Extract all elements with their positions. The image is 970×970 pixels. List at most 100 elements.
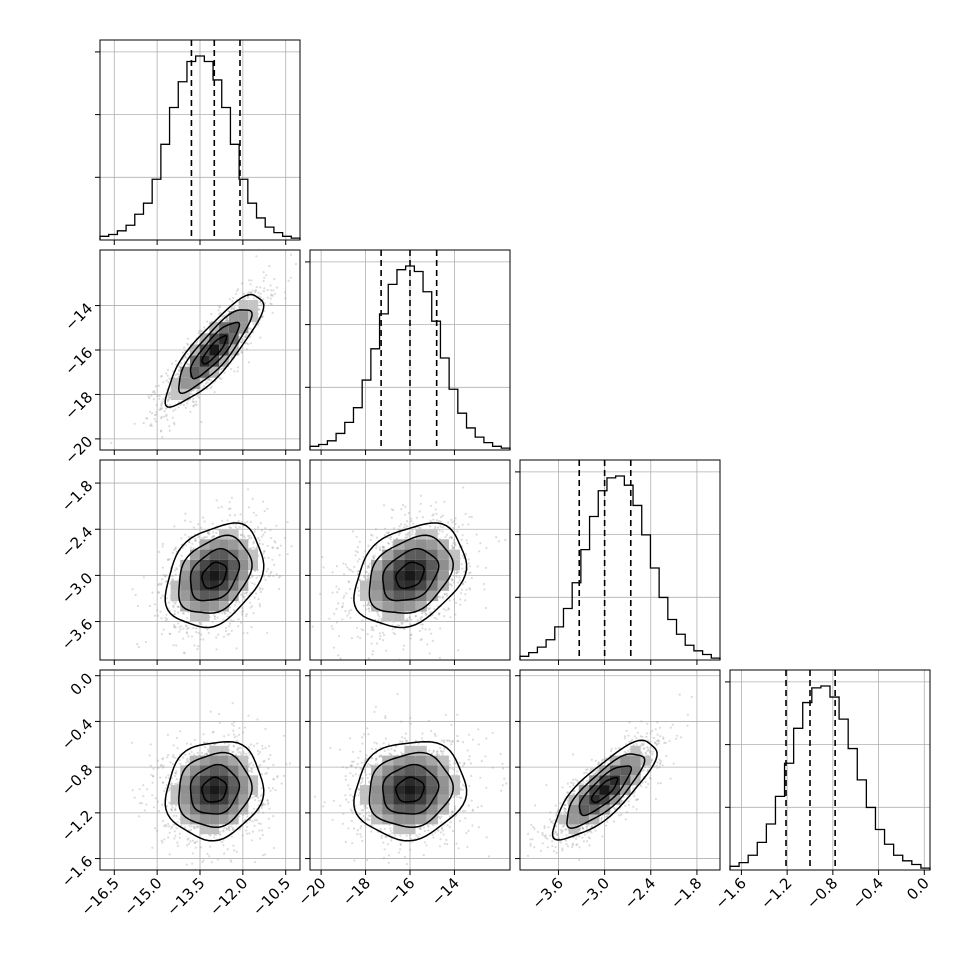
sample-point (383, 546, 386, 549)
sample-point (226, 319, 229, 322)
sample-point (278, 554, 281, 557)
density-cell (190, 590, 200, 602)
sample-point (437, 613, 441, 616)
sample-point (260, 535, 263, 538)
sample-point (206, 532, 209, 535)
sample-point (184, 406, 187, 409)
sample-point (448, 583, 451, 586)
sample-point (412, 522, 415, 526)
sample-point (469, 571, 472, 574)
sample-point (367, 565, 370, 568)
density-cell (209, 559, 220, 571)
sample-point (265, 274, 268, 277)
sample-point (148, 396, 151, 400)
sample-point (368, 577, 371, 580)
sample-point (142, 421, 145, 425)
sample-point (483, 588, 486, 591)
sample-point (350, 597, 353, 600)
sample-point (263, 531, 267, 534)
sample-point (187, 842, 191, 846)
sample-point (350, 608, 353, 611)
sample-point (163, 825, 166, 828)
sample-point (379, 635, 382, 638)
density-cell (180, 559, 190, 571)
sample-point (378, 615, 381, 618)
sample-point (254, 289, 257, 292)
density-cell (415, 580, 427, 591)
sample-point (392, 631, 395, 635)
sample-point (484, 606, 488, 610)
sample-point (449, 616, 452, 619)
sample-point (165, 613, 168, 616)
sample-point (180, 537, 183, 540)
sample-point (243, 536, 246, 539)
sample-point (228, 625, 231, 628)
density-cell (238, 549, 249, 560)
sample-point (153, 614, 157, 617)
density-cell (228, 529, 239, 540)
sample-point (453, 541, 456, 544)
sample-point (257, 307, 260, 311)
sample-point (206, 387, 209, 390)
sample-point (247, 361, 251, 364)
density-cell (371, 601, 383, 612)
density-cell (190, 611, 200, 622)
sample-point (265, 570, 268, 573)
sample-point (238, 335, 241, 338)
density-cell (238, 311, 249, 323)
sample-point (269, 529, 272, 532)
sample-point (208, 855, 211, 858)
sample-point (161, 436, 164, 439)
sample-point (429, 611, 432, 614)
sample-point (470, 576, 473, 580)
sample-point (497, 540, 500, 543)
sample-point (465, 539, 468, 542)
sample-point (199, 638, 202, 641)
sample-point (145, 803, 148, 806)
sample-point (252, 612, 255, 615)
sample-point (157, 591, 160, 594)
sample-point (259, 292, 262, 295)
sample-point (393, 633, 396, 636)
sample-point (156, 829, 159, 832)
sample-point (187, 363, 191, 367)
sample-point (202, 536, 205, 539)
sample-point (173, 756, 176, 759)
sample-point (367, 601, 370, 604)
sample-point (195, 403, 198, 407)
density-cell (448, 559, 460, 571)
sample-point (275, 524, 278, 527)
density-cell (219, 322, 229, 334)
sample-point (172, 823, 175, 826)
sample-point (218, 305, 221, 308)
sample-point (177, 781, 180, 784)
sample-point (186, 617, 189, 620)
sample-point (242, 595, 245, 599)
sample-point (178, 626, 181, 629)
sample-point (159, 375, 162, 378)
sample-point (250, 291, 253, 294)
sample-point (382, 639, 385, 642)
sample-point (269, 302, 272, 305)
density-cell (180, 570, 190, 581)
sample-point (253, 596, 256, 599)
sample-point (176, 568, 179, 571)
sample-point (215, 636, 218, 639)
sample-point (476, 565, 479, 568)
sample-point (239, 621, 243, 624)
sample-point (177, 622, 180, 625)
sample-point (366, 575, 369, 578)
sample-point (263, 287, 266, 290)
sample-point (371, 653, 374, 656)
sample-point (182, 637, 185, 640)
sample-point (231, 826, 234, 829)
sample-point (467, 558, 470, 561)
sample-point (165, 619, 168, 622)
density-cell (199, 344, 210, 356)
sample-point (163, 789, 166, 793)
y-tick-label: −2.4 (58, 523, 96, 561)
density-cell (190, 580, 200, 591)
sample-point (193, 827, 196, 830)
sample-point (276, 546, 279, 550)
sample-point (245, 613, 248, 616)
